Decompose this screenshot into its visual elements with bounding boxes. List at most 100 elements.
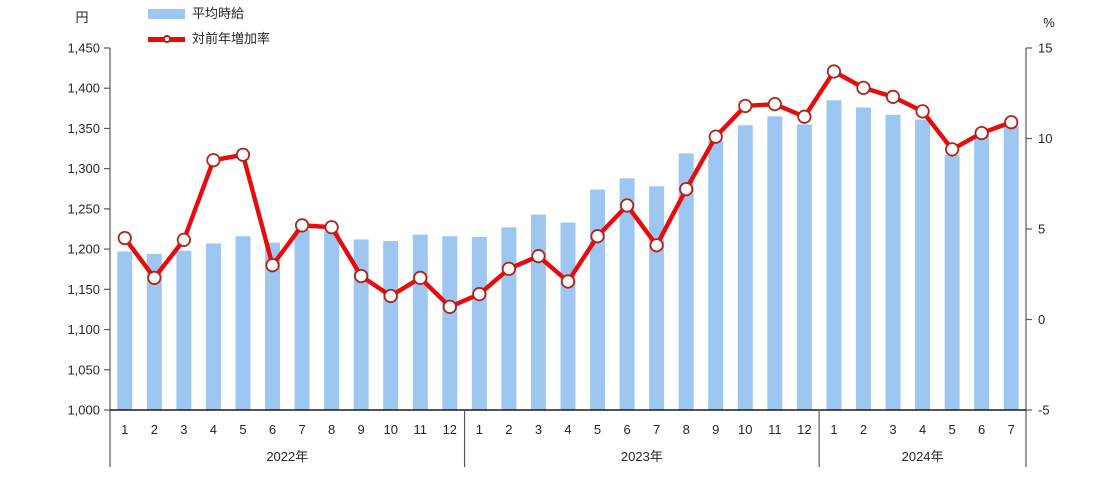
yoy-rate-marker-16	[560, 274, 576, 289]
legend-item-line: 対前年増加率	[148, 31, 270, 47]
yoy-rate-marker-6	[265, 258, 280, 273]
yoy-rate-marker-2	[147, 270, 162, 285]
x-axis-month-label: 4	[210, 422, 217, 437]
yoy-rate-marker-10	[383, 288, 398, 304]
x-axis-month-label: 12	[443, 422, 457, 437]
bar-month-24	[796, 124, 812, 410]
bar-month-21	[708, 140, 724, 410]
y-axis-left-tick-label: 1,050	[67, 362, 100, 377]
yoy-rate-marker-15	[531, 249, 546, 264]
bar-month-29	[944, 154, 960, 410]
x-axis-month-label: 11	[414, 422, 428, 437]
x-axis-month-label: 5	[239, 422, 246, 437]
yoy-rate-marker-27	[885, 89, 901, 104]
bar-month-17	[590, 189, 606, 410]
yoy-rate-marker-31	[1004, 115, 1019, 130]
yoy-rate-marker-18	[619, 198, 635, 213]
yoy-rate-marker-19	[649, 238, 664, 253]
x-axis-month-label: 8	[683, 422, 690, 437]
x-axis-month-label: 12	[797, 422, 811, 437]
right-axis-unit-label: %	[1043, 15, 1055, 30]
bar-month-28	[915, 119, 931, 411]
bar-month-30	[974, 134, 990, 410]
bar-month-22	[737, 125, 753, 410]
y-axis-left-tick-label: 1,300	[67, 161, 100, 176]
chart-legend: 平均時給 対前年増加率	[148, 6, 270, 47]
x-axis-month-label: 2	[151, 422, 158, 437]
yoy-rate-marker-3	[176, 232, 191, 247]
x-axis-month-label: 4	[919, 422, 926, 437]
x-axis-year-label: 2022年	[266, 449, 308, 464]
y-axis-right-tick-label: -5	[1038, 403, 1050, 418]
y-axis-right-tick-label: 10	[1038, 131, 1052, 146]
yoy-rate-marker-26	[856, 80, 871, 95]
y-axis-left-tick-label: 1,350	[67, 121, 100, 136]
bar-month-13	[471, 237, 487, 410]
bar-month-3	[176, 250, 192, 410]
y-axis-right-tick-label: 0	[1038, 312, 1045, 327]
yoy-rate-marker-13	[472, 287, 487, 302]
bar-month-5	[235, 236, 251, 410]
y-axis-left-tick-label: 1,200	[67, 242, 100, 257]
bar-month-12	[442, 236, 458, 410]
bar-month-26	[855, 107, 871, 410]
yoy-rate-marker-30	[974, 125, 989, 141]
bar-month-9	[353, 239, 369, 410]
line-marker-icon	[162, 35, 171, 43]
bar-month-10	[383, 241, 399, 410]
bar-month-18	[619, 178, 635, 410]
x-axis-month-label: 9	[712, 422, 719, 437]
x-axis-month-label: 3	[889, 422, 896, 437]
yoy-rate-marker-9	[354, 268, 369, 284]
x-axis-month-label: 10	[738, 422, 752, 437]
x-axis-month-label: 6	[623, 422, 630, 437]
legend-line-label: 対前年増加率	[192, 31, 271, 46]
y-axis-left-tick-label: 1,100	[67, 322, 100, 337]
x-axis-month-label: 9	[358, 422, 365, 437]
x-axis-month-label: 11	[768, 422, 782, 437]
x-axis-month-label: 4	[564, 422, 571, 437]
y-axis-right-tick-label: 15	[1038, 41, 1052, 56]
yoy-rate-marker-25	[826, 64, 842, 79]
x-axis-year-label: 2023年	[621, 449, 663, 464]
bar-month-11	[412, 234, 428, 410]
bar-month-1	[117, 251, 133, 410]
bar-month-31	[1003, 126, 1019, 410]
x-axis-month-label: 10	[383, 422, 397, 437]
x-axis-month-label: 1	[830, 422, 837, 437]
x-axis-month-label: 5	[949, 422, 956, 437]
bar-month-4	[205, 243, 221, 410]
x-axis-month-label: 6	[978, 422, 985, 437]
x-axis-month-label: 8	[328, 422, 335, 437]
x-axis-month-label: 3	[180, 422, 187, 437]
yoy-rate-marker-12	[442, 299, 457, 314]
legend-bar-label: 平均時給	[192, 6, 245, 21]
bar-month-16	[560, 222, 576, 410]
bar-month-27	[885, 114, 901, 410]
y-axis-right-tick-label: 5	[1038, 222, 1045, 237]
x-axis-month-label: 5	[594, 422, 601, 437]
x-axis-year-label: 2024年	[902, 449, 944, 464]
y-axis-left-tick-label: 1,450	[67, 41, 100, 56]
bar-month-2	[146, 253, 162, 410]
left-axis-unit-label: 円	[75, 10, 88, 25]
yoy-rate-marker-20	[679, 182, 694, 197]
legend-item-bar: 平均時給	[148, 6, 270, 22]
yoy-rate-marker-14	[501, 261, 517, 276]
x-axis-month-label: 6	[269, 422, 276, 437]
yoy-rate-marker-8	[324, 220, 339, 235]
yoy-rate-marker-28	[915, 104, 930, 119]
yoy-rate-marker-21	[708, 129, 723, 144]
bar-month-14	[501, 227, 517, 410]
yoy-rate-marker-4	[206, 153, 221, 168]
y-axis-left-tick-label: 1,250	[67, 201, 100, 216]
yoy-rate-marker-22	[738, 98, 753, 114]
bar-month-15	[530, 214, 546, 410]
x-axis-month-label: 1	[476, 422, 483, 437]
x-axis-month-label: 7	[653, 422, 660, 437]
x-axis-month-label: 2	[505, 422, 512, 437]
yoy-rate-marker-23	[767, 97, 782, 112]
yoy-rate-marker-29	[945, 142, 960, 157]
